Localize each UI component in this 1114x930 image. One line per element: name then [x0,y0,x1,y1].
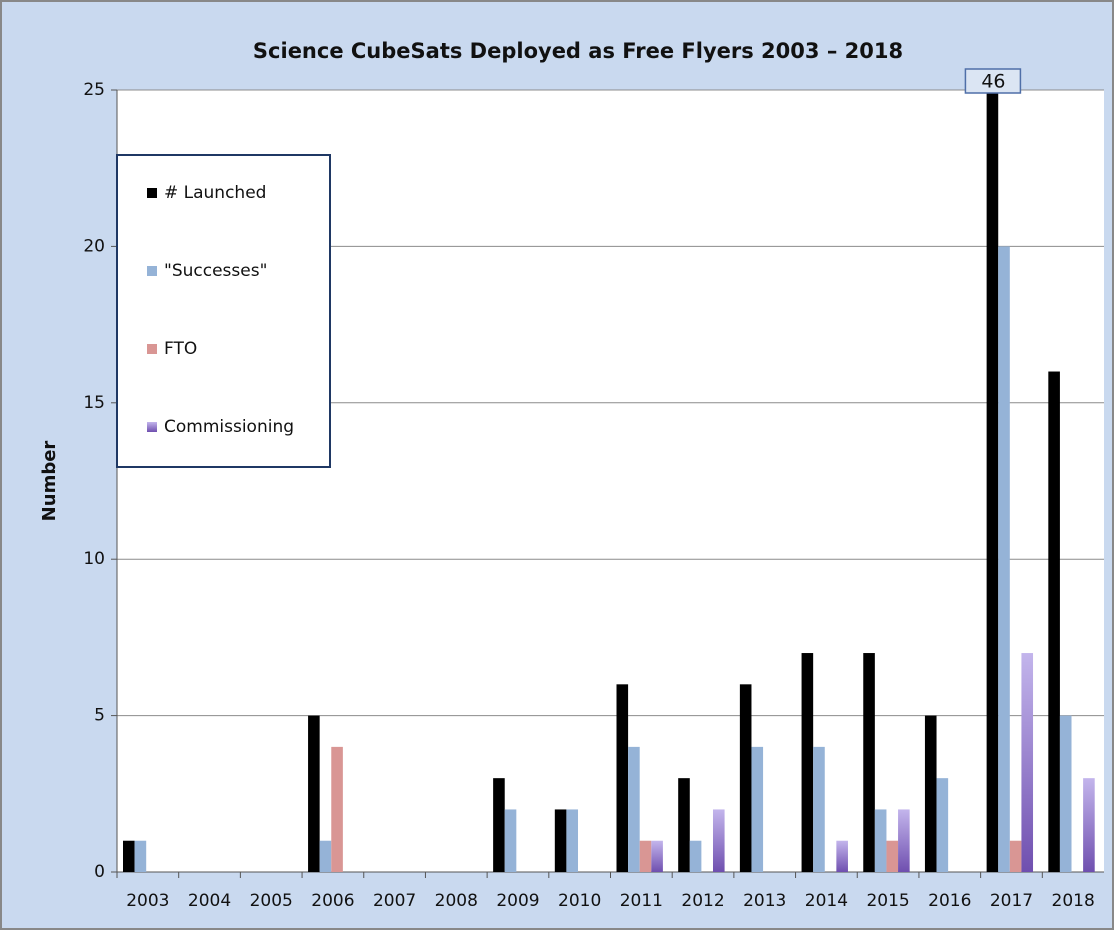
bar [739,684,752,872]
bar [689,840,702,872]
bar [712,809,725,872]
bar [801,653,814,872]
bar [1048,371,1060,872]
bars [123,90,1095,872]
x-tick-label: 2016 [928,891,971,911]
bar [308,715,320,872]
bar [504,809,517,872]
x-tick-label: 2013 [743,891,786,911]
value-label-box [964,68,1022,94]
bar [639,840,652,872]
y-axis-title: Number [39,441,60,522]
bar [874,809,887,872]
bar [1021,653,1034,872]
x-tick-label: 2010 [558,891,601,911]
x-tick-label: 2014 [805,891,848,911]
y-tick-label: 0 [94,862,105,882]
bar [628,746,640,872]
bar [898,809,910,872]
legend-swatch [147,422,157,432]
x-tick-label: 2011 [620,891,663,911]
bar [566,809,579,872]
x-tick-label: 2018 [1052,891,1095,911]
bar [1059,715,1072,872]
bar [616,684,629,872]
legend-box [116,154,331,468]
legend-label: "Successes" [164,261,267,281]
legend-swatch [147,344,157,354]
bar [813,746,825,872]
bar [493,778,505,872]
bar [134,840,147,872]
bar [1083,778,1095,872]
bar [886,840,899,872]
bar [936,778,949,872]
bar [1009,840,1022,872]
x-tick-label: 2004 [188,891,231,911]
legend-swatch [147,266,157,276]
y-tick-label: 10 [83,549,105,569]
x-tick-label: 2012 [681,891,724,911]
bar [331,746,343,872]
chart-title: Science CubeSats Deployed as Free Flyers… [253,39,903,63]
legend-label: # Launched [164,183,266,203]
y-tick-label: 5 [94,706,105,726]
bar [678,778,690,872]
x-tick-label: 2006 [311,891,354,911]
y-tick-label: 15 [83,393,105,413]
bar [319,840,332,872]
x-tick-label: 2007 [373,891,416,911]
x-tick-label: 2009 [496,891,539,911]
x-tick-label: 2008 [435,891,478,911]
bar [651,840,663,872]
bar [924,715,937,872]
x-tick-label: 2005 [250,891,293,911]
bar [123,840,135,872]
bar [863,653,875,872]
y-tick-label: 25 [83,80,105,100]
bar [554,809,567,872]
legend-label: Commissioning [164,417,294,437]
x-tick-label: 2003 [126,891,169,911]
value-label: 46 [981,71,1005,93]
legend-label: FTO [164,339,197,359]
x-tick-label: 2015 [866,891,909,911]
bar [751,746,764,872]
bar [986,90,999,872]
bar [836,840,848,872]
x-tick-label: 2017 [990,891,1033,911]
legend-swatch [147,188,157,198]
y-tick-label: 20 [83,236,105,256]
bar [998,246,1010,872]
